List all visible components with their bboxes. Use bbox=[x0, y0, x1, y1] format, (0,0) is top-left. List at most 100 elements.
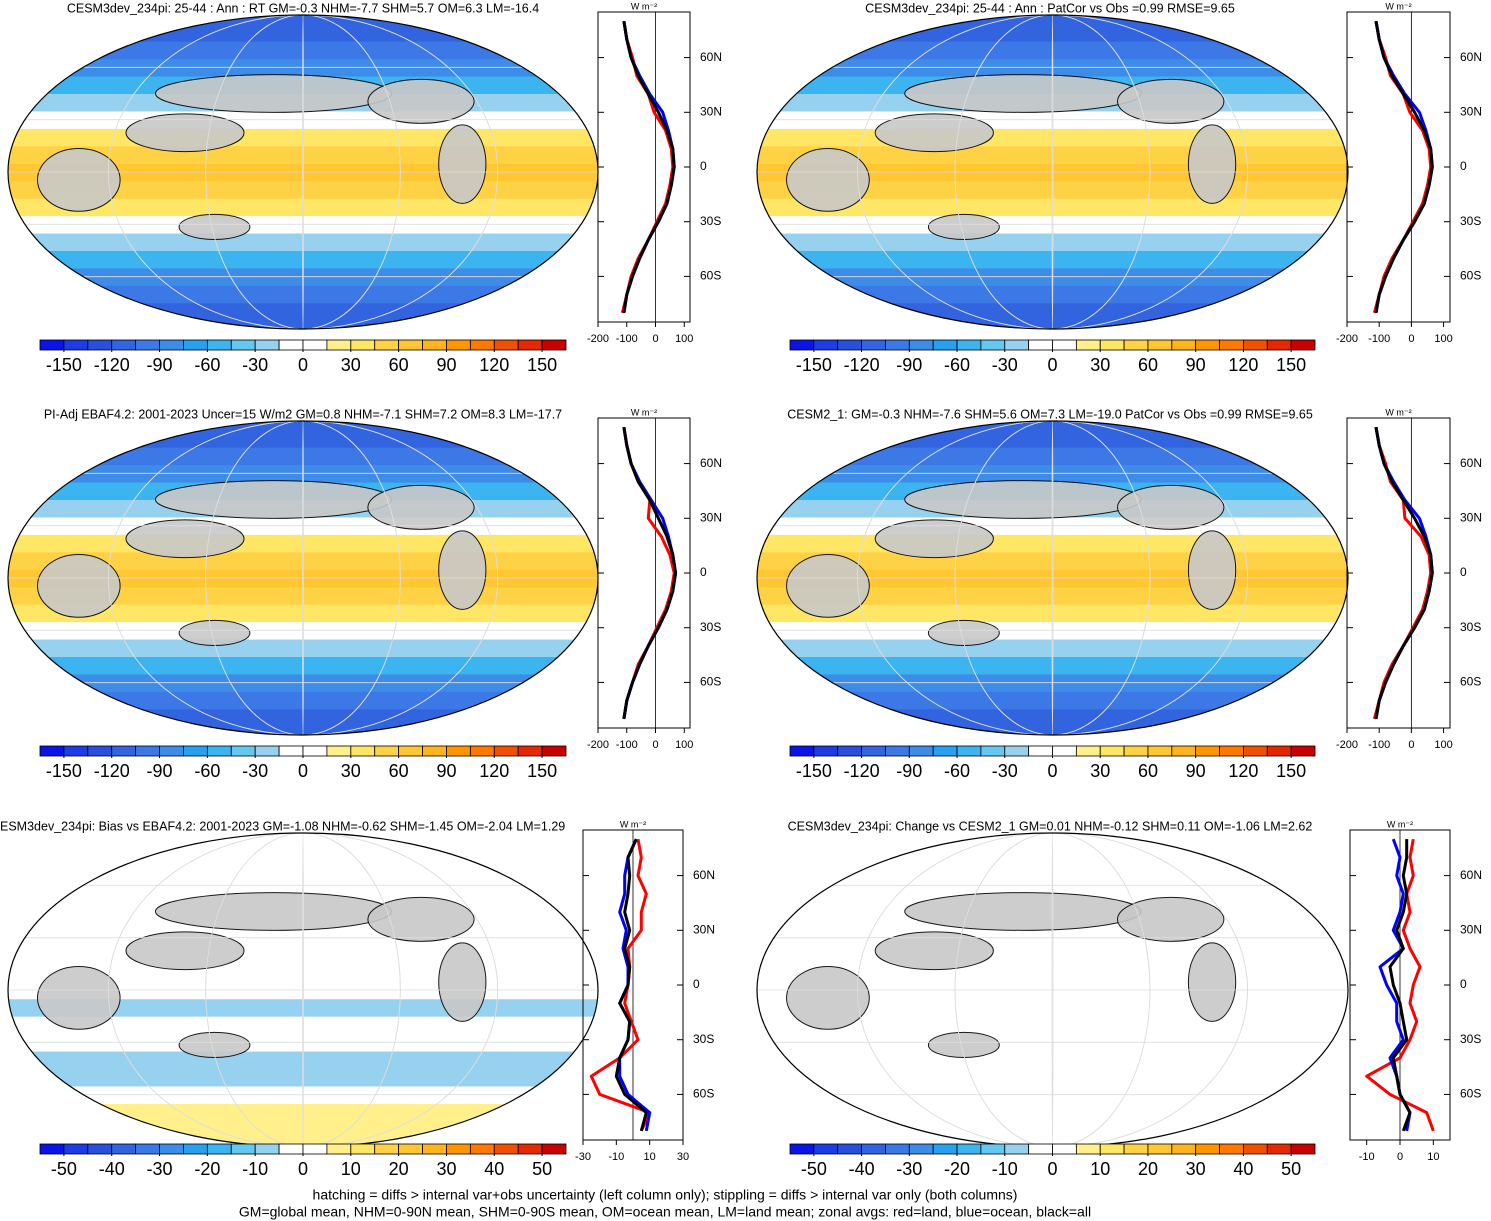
colorbar-box bbox=[980, 745, 1006, 757]
colorbar-box bbox=[159, 1143, 184, 1155]
colorbar-box bbox=[1052, 339, 1077, 351]
graticule bbox=[954, 15, 1151, 329]
colorbar-box bbox=[326, 339, 352, 351]
colorbar-box bbox=[230, 339, 256, 351]
graticule bbox=[107, 421, 499, 735]
colorbar-box bbox=[1243, 1143, 1268, 1155]
map-band bbox=[757, 946, 1348, 965]
y-tick-label: 30N bbox=[700, 510, 722, 524]
colorbar-box bbox=[350, 1143, 376, 1155]
colorbar-box bbox=[350, 745, 376, 757]
colorbar-box bbox=[1195, 745, 1220, 757]
colorbar-label: 30 bbox=[341, 761, 361, 781]
land bbox=[37, 553, 121, 618]
colorbar-box bbox=[302, 745, 328, 757]
y-tick-label: 60S bbox=[1460, 269, 1481, 283]
zonal-line bbox=[1374, 20, 1434, 314]
map-band bbox=[757, 285, 1348, 304]
y-tick-label: 60S bbox=[1460, 1087, 1481, 1101]
colorbar-box bbox=[789, 745, 815, 757]
zonal-frame bbox=[1346, 417, 1451, 729]
y-tick-label: 0 bbox=[700, 565, 707, 579]
y-tick-label: 60N bbox=[1460, 456, 1482, 470]
x-tick-label: -100 bbox=[616, 333, 638, 345]
colorbar-box bbox=[980, 1143, 1006, 1155]
colorbar-box bbox=[1099, 1143, 1125, 1155]
colorbar-box bbox=[1243, 745, 1268, 757]
x-tick-label: 0 bbox=[1408, 333, 1414, 345]
map-band bbox=[757, 1051, 1348, 1069]
map-bands bbox=[8, 833, 598, 1147]
colorbar-box bbox=[398, 339, 423, 351]
panel-title: CESM3dev_234pi: 25-44 : Ann : PatCor vs … bbox=[865, 1, 1235, 15]
colorbar-box bbox=[302, 1143, 328, 1155]
colorbar-box bbox=[1052, 1143, 1077, 1155]
map-band bbox=[757, 1016, 1348, 1035]
colorbar-label: -60 bbox=[944, 355, 970, 375]
colorbar-box bbox=[1028, 1143, 1053, 1155]
land bbox=[125, 931, 245, 971]
zonal-line bbox=[622, 426, 678, 720]
x-tick-label: 0 bbox=[652, 739, 658, 751]
colorbar-box bbox=[350, 339, 376, 351]
colorbar-box bbox=[908, 745, 934, 757]
colorbar-box bbox=[398, 745, 423, 757]
x-tick-label: 100 bbox=[675, 739, 693, 751]
map bbox=[7, 832, 599, 1148]
colorbar-label: 60 bbox=[1138, 355, 1158, 375]
colorbar-box bbox=[1171, 1143, 1197, 1155]
colorbar-box bbox=[789, 339, 815, 351]
y-tick-label: 30S bbox=[700, 620, 721, 634]
colorbar-label: 20 bbox=[389, 1159, 409, 1179]
map-band bbox=[8, 946, 598, 965]
x-tick-label: 0 bbox=[1408, 739, 1414, 751]
panel-title: ESM3dev_234pi: Bias vs EBAF4.2: 2001-202… bbox=[0, 819, 565, 833]
map-band bbox=[757, 1103, 1348, 1122]
land bbox=[438, 124, 487, 204]
colorbar-box bbox=[1266, 339, 1292, 351]
map-band bbox=[8, 1103, 598, 1122]
map-band bbox=[8, 639, 598, 657]
colorbar-label: 150 bbox=[1276, 761, 1306, 781]
x-tick-label: -10 bbox=[1359, 1151, 1375, 1163]
zonal-line bbox=[614, 838, 648, 1132]
colorbar-box bbox=[1004, 1143, 1030, 1155]
x-tick-label: -100 bbox=[616, 739, 638, 751]
colorbar-box bbox=[422, 1143, 447, 1155]
land bbox=[874, 931, 994, 971]
map-band bbox=[757, 656, 1348, 675]
colorbar-box bbox=[374, 745, 400, 757]
graticule bbox=[1051, 15, 1054, 329]
colorbar-box bbox=[789, 1143, 815, 1155]
x-tick-label: -100 bbox=[1368, 333, 1390, 345]
y-tick-label: 60S bbox=[700, 269, 721, 283]
colorbar-box bbox=[374, 1143, 400, 1155]
note: GM=global mean, NHM=0-90N mean, SHM=0-90… bbox=[239, 1204, 1091, 1220]
colorbar-label: 0 bbox=[1047, 355, 1057, 375]
y-tick-label: 60S bbox=[693, 1087, 714, 1101]
colorbar-box bbox=[254, 1143, 280, 1155]
colorbar-box bbox=[1219, 745, 1244, 757]
colorbar-box bbox=[398, 1143, 423, 1155]
colorbar-box bbox=[517, 745, 543, 757]
panel-title: CESM2_1: GM=-0.3 NHM=-7.6 SHM=5.6 OM=7.3… bbox=[787, 407, 1313, 421]
colorbar-label: -50 bbox=[801, 1159, 827, 1179]
y-tick-label: 0 bbox=[693, 977, 700, 991]
map-bands bbox=[8, 15, 598, 329]
colorbar-label: -30 bbox=[242, 355, 268, 375]
map-band bbox=[8, 250, 598, 269]
colorbar-label: 120 bbox=[1228, 355, 1258, 375]
colorbar-box bbox=[422, 339, 447, 351]
land bbox=[1187, 942, 1237, 1022]
graticule bbox=[857, 15, 1248, 329]
land bbox=[927, 1031, 1000, 1059]
land bbox=[155, 892, 392, 931]
colorbar-label: 120 bbox=[479, 761, 509, 781]
colorbar-box bbox=[278, 1143, 304, 1155]
colorbar-label: 10 bbox=[341, 1159, 361, 1179]
colorbar-box bbox=[446, 339, 471, 351]
colorbar-box bbox=[469, 339, 495, 351]
colorbar-box bbox=[1075, 1143, 1101, 1155]
land bbox=[927, 619, 1000, 647]
